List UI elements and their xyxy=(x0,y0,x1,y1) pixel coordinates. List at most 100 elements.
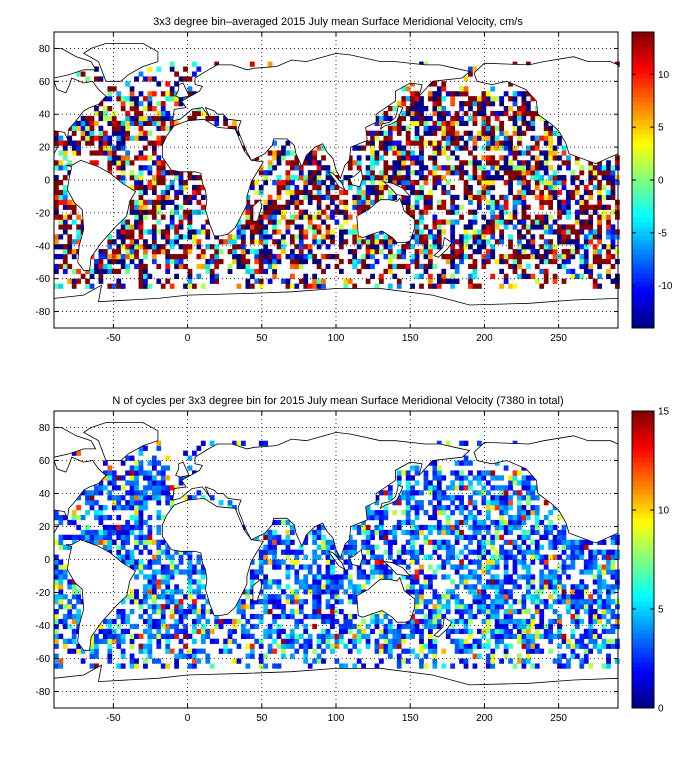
data-cell xyxy=(62,594,68,600)
data-cell xyxy=(267,534,273,540)
data-cell xyxy=(579,199,585,205)
data-cell xyxy=(352,234,358,240)
data-cell xyxy=(241,229,246,235)
data-cell xyxy=(494,524,500,531)
data-cell xyxy=(432,475,438,481)
data-cell xyxy=(477,204,482,210)
data-cell xyxy=(548,584,553,590)
data-cell xyxy=(200,229,206,235)
data-cell xyxy=(143,470,148,476)
data-cell xyxy=(548,510,553,516)
data-cell xyxy=(352,194,358,201)
data-cell xyxy=(111,470,117,476)
data-cell xyxy=(396,475,402,481)
data-cell xyxy=(316,283,322,289)
data-cell xyxy=(494,204,500,210)
data-cell xyxy=(463,534,469,540)
data-cell xyxy=(561,239,567,245)
data-cell xyxy=(334,184,340,191)
colorbar-step xyxy=(632,415,654,421)
data-cell xyxy=(512,258,518,265)
data-cell xyxy=(294,165,300,171)
data-cell xyxy=(196,106,202,112)
data-cell xyxy=(552,254,558,260)
data-cell xyxy=(463,244,469,250)
data-cell xyxy=(276,564,282,570)
data-cell xyxy=(214,613,220,620)
data-cell xyxy=(236,258,242,265)
data-cell xyxy=(521,480,527,486)
data-cell xyxy=(254,239,260,245)
data-cell xyxy=(289,599,295,605)
data-cell xyxy=(557,189,562,196)
data-cell xyxy=(98,101,104,107)
data-cell xyxy=(401,180,407,186)
data-cell xyxy=(365,155,371,161)
data-cell xyxy=(54,180,59,186)
data-cell xyxy=(272,150,277,156)
data-cell xyxy=(370,180,375,186)
data-cell xyxy=(258,239,264,245)
data-cell xyxy=(289,594,295,600)
data-cell xyxy=(258,165,264,171)
data-cell xyxy=(178,648,184,654)
data-cell xyxy=(396,524,402,531)
data-cell xyxy=(601,638,607,644)
data-cell xyxy=(352,249,358,255)
data-cell xyxy=(548,194,553,201)
data-cell xyxy=(249,604,255,610)
data-cell xyxy=(263,224,269,230)
data-cell xyxy=(178,96,184,102)
data-cell xyxy=(107,244,113,250)
data-cell xyxy=(214,258,220,265)
data-cell xyxy=(58,244,64,250)
data-cell xyxy=(343,559,349,565)
data-cell xyxy=(89,490,95,496)
data-cell xyxy=(566,249,571,255)
data-cell xyxy=(490,194,496,201)
data-cell xyxy=(468,66,473,72)
colorbar-step xyxy=(632,564,654,570)
data-cell xyxy=(321,613,326,620)
data-cell xyxy=(615,283,620,289)
colorbar-step xyxy=(632,578,654,584)
data-cell xyxy=(365,638,371,644)
data-cell xyxy=(485,623,491,630)
data-cell xyxy=(223,638,228,644)
data-cell xyxy=(143,648,148,654)
data-cell xyxy=(512,514,518,521)
data-cell xyxy=(414,106,420,112)
data-cell xyxy=(557,155,562,161)
data-cell xyxy=(365,189,371,196)
data-cell xyxy=(134,633,139,639)
data-cell xyxy=(436,480,442,486)
data-cell xyxy=(258,564,264,570)
data-cell xyxy=(468,569,473,575)
data-cell xyxy=(432,658,438,664)
data-cell xyxy=(205,599,211,605)
data-cell xyxy=(196,239,202,245)
data-cell xyxy=(272,199,277,205)
data-cell xyxy=(183,263,188,270)
data-cell xyxy=(174,175,179,181)
data-cell xyxy=(330,539,335,545)
data-cell xyxy=(503,278,509,284)
data-cell xyxy=(508,485,513,491)
data-cell xyxy=(192,110,197,117)
data-cell xyxy=(615,613,620,620)
data-cell xyxy=(477,135,482,141)
data-cell xyxy=(138,165,144,171)
data-cell xyxy=(548,125,553,131)
data-cell xyxy=(338,224,344,230)
data-cell xyxy=(143,145,148,151)
data-cell xyxy=(102,254,108,260)
data-cell xyxy=(414,263,420,270)
data-cell xyxy=(365,170,371,176)
data-cell xyxy=(143,564,148,570)
data-cell xyxy=(561,524,567,531)
data-cell xyxy=(512,249,518,255)
data-cell xyxy=(205,229,211,235)
data-cell xyxy=(517,480,522,486)
data-cell xyxy=(316,239,322,245)
